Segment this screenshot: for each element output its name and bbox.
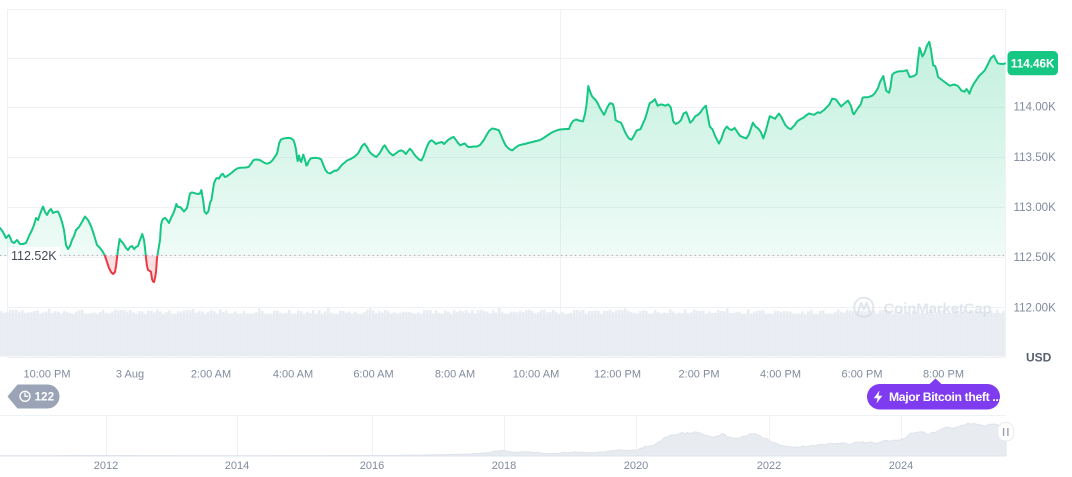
svg-text:8:00 AM: 8:00 AM bbox=[435, 369, 475, 381]
svg-text:6:00 AM: 6:00 AM bbox=[353, 369, 393, 381]
svg-text:Major Bitcoin theft ...: Major Bitcoin theft ... bbox=[889, 390, 1001, 404]
svg-text:2:00 AM: 2:00 AM bbox=[191, 369, 231, 381]
svg-text:6:00 PM: 6:00 PM bbox=[842, 369, 883, 381]
svg-text:2016: 2016 bbox=[360, 460, 384, 472]
svg-text:10:00 PM: 10:00 PM bbox=[23, 369, 70, 381]
svg-text:114.46K: 114.46K bbox=[1011, 58, 1055, 71]
svg-text:CoinMarketCap: CoinMarketCap bbox=[884, 301, 992, 318]
svg-text:3 Aug: 3 Aug bbox=[116, 369, 144, 381]
svg-text:112.50K: 112.50K bbox=[1014, 251, 1057, 264]
svg-text:4:00 AM: 4:00 AM bbox=[273, 369, 313, 381]
svg-text:112.52K: 112.52K bbox=[11, 249, 57, 263]
svg-text:USD: USD bbox=[1026, 351, 1052, 365]
svg-text:2024: 2024 bbox=[889, 460, 913, 472]
svg-text:2022: 2022 bbox=[757, 460, 781, 472]
svg-text:8:00 PM: 8:00 PM bbox=[923, 369, 964, 381]
svg-text:2018: 2018 bbox=[492, 460, 516, 472]
svg-text:2014: 2014 bbox=[225, 460, 249, 472]
svg-text:2020: 2020 bbox=[624, 460, 648, 472]
svg-text:12:00 PM: 12:00 PM bbox=[594, 369, 641, 381]
svg-text:2012: 2012 bbox=[94, 460, 118, 472]
svg-text:4:00 PM: 4:00 PM bbox=[760, 369, 801, 381]
svg-text:122: 122 bbox=[35, 390, 55, 404]
svg-text:112.00K: 112.00K bbox=[1014, 302, 1057, 315]
svg-text:114.00K: 114.00K bbox=[1014, 101, 1057, 114]
svg-text:113.50K: 113.50K bbox=[1014, 151, 1057, 164]
svg-text:10:00 AM: 10:00 AM bbox=[513, 369, 559, 381]
svg-text:113.00K: 113.00K bbox=[1014, 201, 1057, 214]
svg-text:2:00 PM: 2:00 PM bbox=[679, 369, 720, 381]
